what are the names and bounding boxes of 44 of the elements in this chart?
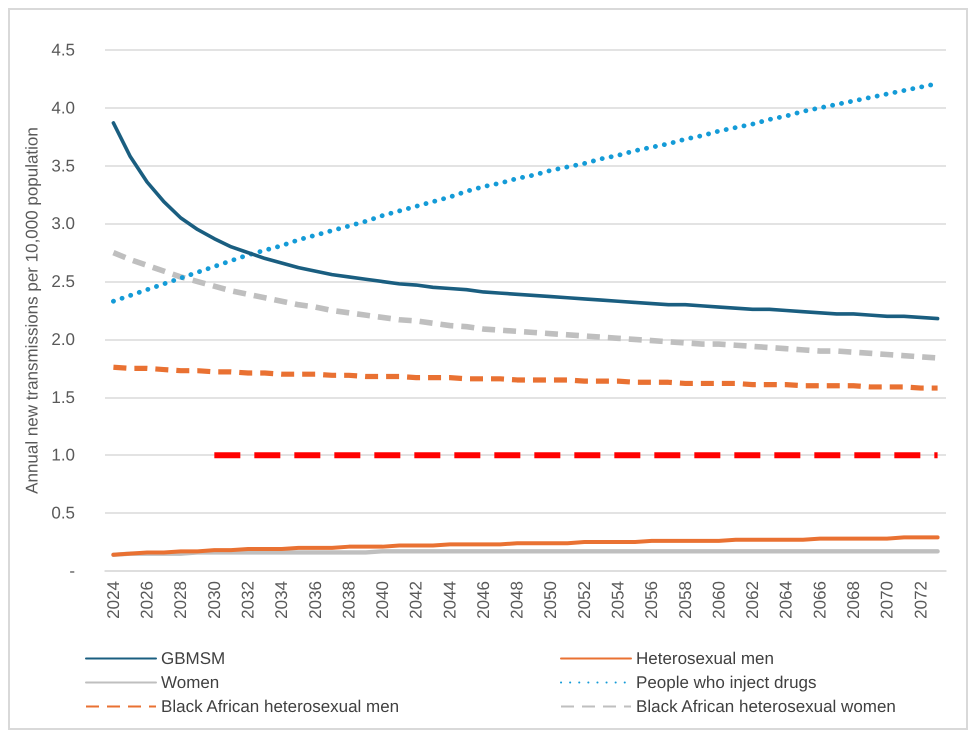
legend-label: People who inject drugs (636, 673, 817, 692)
y-axis-title: Annual new transmissions per 10,000 population (22, 127, 42, 494)
y-tick-label: 0.5 (51, 504, 75, 523)
x-tick-label: 2066 (810, 581, 830, 619)
legend-label: GBMSM (161, 649, 226, 668)
x-tick-label: 2026 (138, 581, 157, 619)
y-tick-label: 3.5 (51, 156, 75, 176)
x-tick-label: 2024 (104, 581, 123, 619)
line-series (111, 535, 940, 557)
x-tick-label: 2060 (709, 581, 728, 619)
x-tick-label: 2056 (642, 581, 662, 619)
x-tick-label: 2070 (878, 581, 897, 619)
y-tick-label: 3.0 (51, 214, 75, 234)
y-tick-label: - (69, 562, 75, 580)
legend-label: Black African heterosexual men (161, 697, 400, 716)
x-tick-label: 2050 (541, 581, 560, 619)
x-tick-label: 2032 (238, 581, 258, 619)
y-tick-label: 4.0 (51, 98, 75, 118)
x-tick-label: 2052 (574, 581, 594, 619)
x-tick-label: 2028 (171, 581, 190, 619)
y-tick-label: 2.5 (51, 272, 75, 292)
x-tick-label: 2030 (204, 581, 224, 619)
legend-label: Black African heterosexual women (636, 697, 896, 716)
x-tick-label: 2040 (373, 581, 392, 619)
x-tick-label: 2048 (508, 581, 527, 619)
legend-label: Heterosexual men (636, 649, 774, 668)
x-tick-label: 2036 (306, 581, 325, 619)
x-tick-label: 2068 (844, 581, 863, 619)
x-tick-label: 2064 (776, 581, 796, 619)
x-tick-label: 2038 (339, 581, 358, 619)
y-tick-label: 1.0 (51, 446, 75, 465)
x-tick-label: 2072 (911, 581, 930, 619)
legend-label: Women (161, 673, 220, 692)
x-tick-label: 2058 (676, 581, 695, 619)
x-tick-label: 2042 (406, 581, 426, 619)
y-tick-label: 1.5 (51, 388, 75, 407)
y-tick-label: 2.0 (51, 330, 75, 349)
x-tick-label: 2062 (743, 581, 762, 619)
x-tick-label: 2034 (272, 581, 292, 619)
x-tick-label: 2054 (608, 581, 628, 619)
line-series (112, 121, 940, 320)
y-tick-label: 4.5 (51, 40, 75, 60)
x-tick-label: 2046 (474, 581, 493, 619)
x-tick-label: 2044 (440, 581, 460, 619)
